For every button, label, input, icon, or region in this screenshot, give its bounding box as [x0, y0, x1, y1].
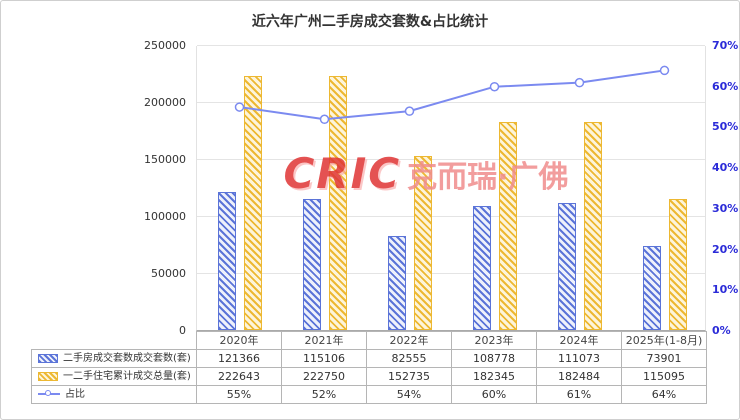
value-cell-total: 152735: [366, 367, 452, 386]
plot-area: [196, 45, 706, 331]
ratio-point: [489, 81, 500, 92]
value-cell-ratio: 54%: [366, 385, 452, 404]
ratio-point: [574, 77, 585, 88]
value-cell-secondhand: 111073: [536, 349, 622, 368]
bar-secondhand: [472, 206, 491, 330]
data-table: 2020年 2021年 2022年 2023年 2024年 2025年(1-8月) 二手房成…: [31, 331, 707, 404]
category-header: 2025年(1-8月): [621, 331, 707, 350]
value-cell-total: 222750: [281, 367, 367, 386]
legend-item-secondhand: 二手房成交套数成交套数(套): [31, 349, 197, 368]
ratio-point: [404, 106, 415, 116]
legend-swatch-secondhand: [38, 353, 58, 363]
y-axis-left-label: 150000: [144, 153, 186, 166]
y-axis-left-label: 0: [179, 324, 186, 337]
value-cell-secondhand: 121366: [196, 349, 282, 368]
ratio-line-layer: [234, 65, 670, 125]
value-cell-secondhand: 115106: [281, 349, 367, 368]
y-axis-right-label: 20%: [712, 242, 739, 256]
value-cell-secondhand: 82555: [366, 349, 452, 368]
bar-secondhand: [217, 192, 236, 330]
ratio-point: [319, 114, 330, 125]
value-cell-secondhand: 108778: [451, 349, 537, 368]
ratio-point: [659, 65, 670, 76]
category-header: 2022年: [366, 331, 452, 350]
ratio-line: [239, 69, 665, 121]
category-header: 2021年: [281, 331, 367, 350]
value-cell-ratio: 60%: [451, 385, 537, 404]
gridline: [197, 45, 705, 46]
gridline: [197, 216, 705, 217]
bar-total: [413, 156, 432, 330]
gridline: [197, 102, 705, 103]
y-axis-left-label: 200000: [144, 96, 186, 109]
table-header-row: 2020年 2021年 2022年 2023年 2024年 2025年(1-8月): [32, 331, 707, 350]
gridline: [197, 159, 705, 160]
value-cell-total: 182345: [451, 367, 537, 386]
legend-label-secondhand: 二手房成交套数成交套数(套): [63, 353, 191, 364]
value-cell-total: 115095: [621, 367, 707, 386]
bar-secondhand: [642, 246, 661, 330]
bar-secondhand: [387, 236, 406, 330]
y-axis-right-label: 30%: [712, 201, 739, 215]
value-cell-secondhand: 73901: [621, 349, 707, 368]
legend-label-total: 一二手住宅累计成交总量(套): [63, 371, 191, 382]
bar-secondhand: [302, 199, 321, 330]
category-header: 2020年: [196, 331, 282, 350]
value-cell-ratio: 61%: [536, 385, 622, 404]
y-axis-right-label: 0%: [712, 324, 731, 337]
legend-item-total: 一二手住宅累计成交总量(套): [31, 367, 197, 386]
legend-dot-icon: [45, 390, 51, 396]
table-row-total: 一二手住宅累计成交总量(套) 222643 222750 152735 182345 18…: [31, 367, 707, 386]
y-axis-left-label: 50000: [151, 267, 186, 280]
bar-total: [583, 122, 602, 330]
y-axis-right-label: 10%: [712, 283, 739, 297]
category-header: 2023年: [451, 331, 537, 350]
ratio-point: [234, 102, 245, 112]
legend-swatch-total: [38, 371, 58, 381]
bar-total: [498, 122, 517, 330]
y-axis-left-label: 250000: [144, 39, 186, 52]
y-axis-right-label: 40%: [712, 161, 739, 175]
value-cell-ratio: 64%: [621, 385, 707, 404]
y-axis-right-label: 50%: [712, 120, 739, 134]
y-axis-left-label: 100000: [144, 210, 186, 223]
table-row-secondhand: 二手房成交套数成交套数(套) 121366 115106 82555 108778 111…: [31, 349, 707, 368]
legend-label-ratio: 占比: [65, 389, 85, 400]
legend-line-marker: [38, 389, 60, 399]
bar-total: [243, 76, 262, 330]
bar-total: [328, 76, 347, 330]
value-cell-total: 182484: [536, 367, 622, 386]
bar-total: [668, 199, 687, 330]
table-row-ratio: 占比 55% 52% 54% 60% 61% 64%: [31, 385, 707, 404]
chart-title: 近六年广州二手房成交套数&占比统计: [251, 14, 489, 30]
legend-item-ratio: 占比: [31, 385, 197, 404]
value-cell-ratio: 55%: [196, 385, 282, 404]
category-header: 2024年: [536, 331, 622, 350]
bar-secondhand: [557, 203, 576, 330]
gridline: [197, 273, 705, 274]
y-axis-right-label: 60%: [712, 79, 739, 93]
y-axis-right-label: 70%: [712, 39, 739, 52]
value-cell-total: 222643: [196, 367, 282, 386]
value-cell-ratio: 52%: [281, 385, 367, 404]
